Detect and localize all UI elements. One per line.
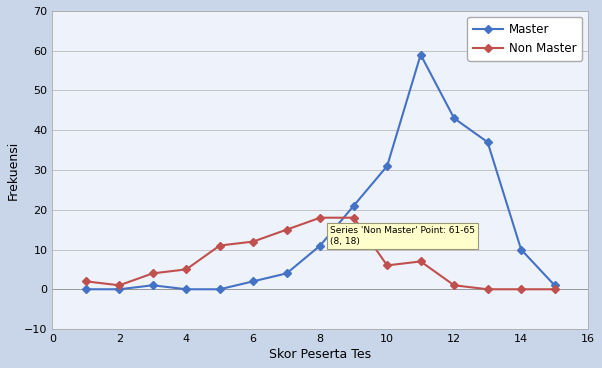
- Non Master: [484, 287, 491, 291]
- Master: [149, 283, 157, 287]
- Non Master: [551, 287, 558, 291]
- Master: [450, 116, 458, 120]
- Non Master: [149, 271, 157, 276]
- Master: [250, 279, 257, 283]
- Non Master: [216, 243, 223, 248]
- Master: [518, 247, 525, 252]
- Line: Non Master: Non Master: [83, 215, 557, 292]
- Line: Master: Master: [83, 52, 557, 292]
- Master: [116, 287, 123, 291]
- Non Master: [383, 263, 391, 268]
- Master: [182, 287, 190, 291]
- Non Master: [82, 279, 90, 283]
- Legend: Master, Non Master: Master, Non Master: [467, 17, 582, 61]
- Non Master: [350, 216, 358, 220]
- Non Master: [450, 283, 458, 287]
- Master: [283, 271, 290, 276]
- Master: [383, 164, 391, 168]
- Master: [317, 243, 324, 248]
- Master: [350, 204, 358, 208]
- Master: [484, 140, 491, 144]
- Master: [551, 283, 558, 287]
- Non Master: [116, 283, 123, 287]
- Y-axis label: Frekuensi: Frekuensi: [7, 140, 20, 199]
- Non Master: [283, 227, 290, 232]
- Non Master: [250, 239, 257, 244]
- Text: Series 'Non Master' Point: 61-65
(8, 18): Series 'Non Master' Point: 61-65 (8, 18): [330, 226, 475, 245]
- Master: [417, 53, 424, 57]
- Master: [216, 287, 223, 291]
- Non Master: [317, 216, 324, 220]
- Master: [82, 287, 90, 291]
- Non Master: [518, 287, 525, 291]
- X-axis label: Skor Peserta Tes: Skor Peserta Tes: [269, 348, 371, 361]
- Non Master: [417, 259, 424, 263]
- Non Master: [182, 267, 190, 272]
